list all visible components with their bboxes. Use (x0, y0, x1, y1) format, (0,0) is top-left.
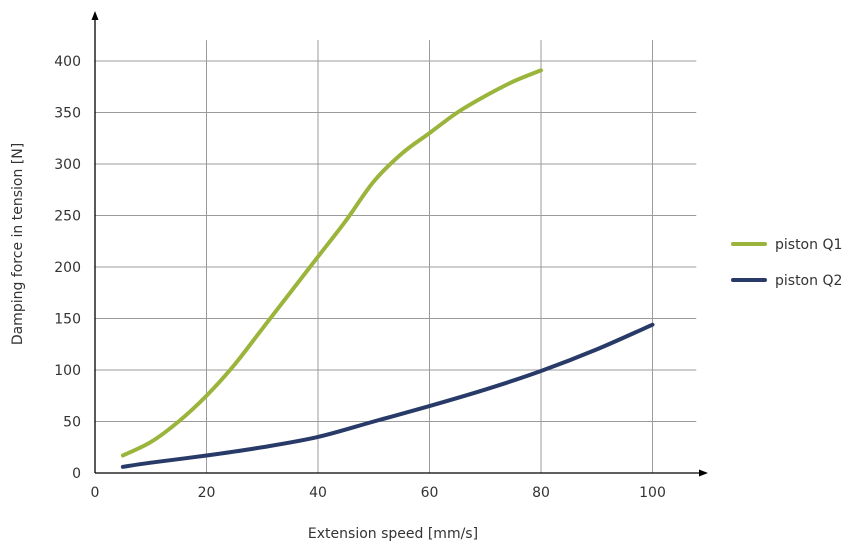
series-line-2 (120, 322, 655, 469)
series-line-1 (120, 68, 543, 458)
y-tick-label: 50 (63, 415, 81, 431)
legend: piston Q1 piston Q2 (731, 237, 842, 289)
y-axis-arrow-icon (91, 11, 99, 20)
y-tick-label: 0 (72, 466, 81, 482)
tick-labels: 0 20 40 60 80 100 0 50 100 150 200 250 300 350 400 (54, 54, 666, 501)
axes (91, 11, 708, 477)
y-tick-label: 350 (54, 106, 81, 122)
grid-lines (95, 40, 697, 473)
x-axis-title: Extension speed [mm/s] (308, 526, 478, 542)
x-axis-arrow-icon (699, 469, 708, 477)
x-tick-label: 60 (421, 485, 439, 501)
legend-label: piston Q2 (775, 273, 842, 289)
y-tick-label: 150 (54, 312, 81, 328)
y-tick-label: 250 (54, 209, 81, 225)
y-tick-label: 300 (54, 157, 81, 173)
y-tick-label: 400 (54, 54, 81, 70)
y-axis-title: Damping force in tension [N] (10, 143, 26, 345)
x-tick-label: 20 (198, 485, 216, 501)
y-tick-label: 200 (54, 260, 81, 276)
y-tick-label: 100 (54, 363, 81, 379)
x-tick-label: 100 (639, 485, 666, 501)
legend-label: piston Q1 (775, 237, 842, 253)
x-tick-label: 0 (91, 485, 100, 501)
series-lines (120, 68, 655, 469)
x-tick-label: 40 (309, 485, 327, 501)
x-tick-label: 80 (532, 485, 550, 501)
